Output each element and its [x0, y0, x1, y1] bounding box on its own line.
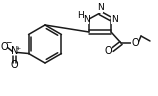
Text: O: O [1, 41, 8, 51]
Text: N: N [83, 14, 89, 24]
Text: H: H [78, 10, 84, 19]
Text: N: N [11, 46, 18, 57]
Text: O: O [131, 38, 139, 48]
Text: −: − [5, 38, 12, 47]
Text: N: N [111, 14, 117, 24]
Text: N: N [97, 3, 103, 12]
Text: +: + [15, 46, 21, 51]
Text: O: O [104, 46, 112, 56]
Text: O: O [11, 60, 18, 70]
